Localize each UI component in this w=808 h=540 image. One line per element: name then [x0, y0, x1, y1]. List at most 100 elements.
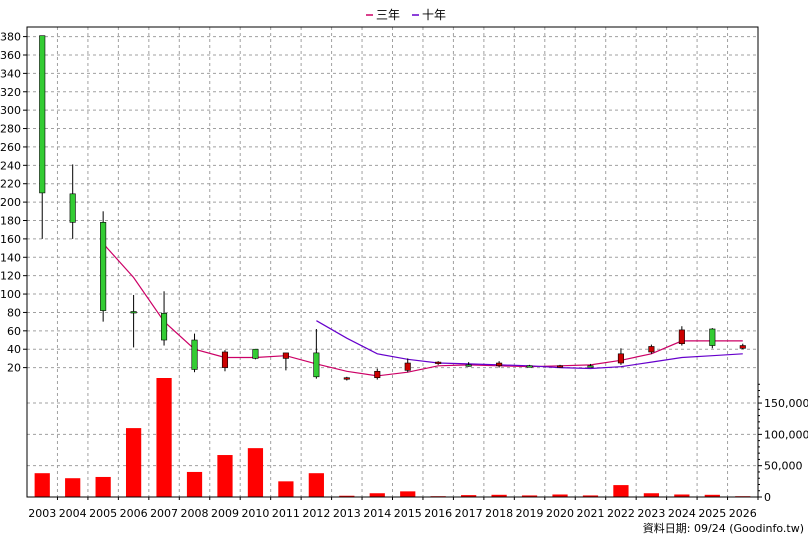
volume-bar [308, 473, 324, 497]
candle-body [587, 365, 594, 368]
x-tick-label: 2006 [120, 507, 148, 520]
x-tick-label: 2017 [455, 507, 483, 520]
candle-body [374, 370, 381, 379]
price-tick-label: 180 [0, 214, 21, 227]
volume-bar [186, 471, 203, 497]
price-tick-label: 260 [0, 141, 21, 154]
price-tick-label: 300 [0, 104, 21, 117]
x-tick-label: 2011 [272, 507, 300, 520]
volume-bar [552, 494, 568, 497]
volume-bar [34, 473, 50, 497]
x-tick-label: 2015 [394, 507, 422, 520]
price-tick-label: 20 [7, 362, 21, 375]
x-tick-label: 2003 [28, 507, 56, 520]
volume-bar [278, 481, 294, 497]
x-tick-label: 2021 [576, 507, 604, 520]
candle-body [252, 348, 259, 359]
price-tick-label: 380 [0, 31, 21, 44]
volume-bar [674, 494, 690, 497]
candle-body [526, 365, 533, 368]
candle-body [130, 311, 137, 314]
x-tick-label: 2018 [485, 507, 513, 520]
plot-frame [26, 26, 759, 498]
x-tick-label: 2024 [668, 507, 696, 520]
x-tick-label: 2014 [363, 507, 391, 520]
price-tick-label: 60 [7, 325, 21, 338]
candle-body [282, 352, 289, 359]
x-tick-label: 2023 [637, 507, 665, 520]
candle-body [313, 352, 320, 378]
x-tick-label: 2005 [89, 507, 117, 520]
candle-body [465, 364, 472, 367]
candle-body [343, 377, 350, 380]
volume-bar [369, 493, 385, 497]
price-tick-label: 120 [0, 270, 21, 283]
candle-body [69, 193, 76, 223]
volume-bars [34, 378, 751, 497]
x-tick-label: 2007 [150, 507, 178, 520]
x-tick-label: 2012 [302, 507, 330, 520]
volume-bar [613, 485, 629, 497]
footer-source: 資料日期: 09/24 (Goodinfo.tw) [643, 521, 804, 535]
candles [39, 35, 746, 381]
x-tick-label: 2009 [211, 507, 239, 520]
x-tick-label: 2004 [59, 507, 87, 520]
candle-body [191, 339, 198, 370]
volume-tick-label: 150,000 [764, 397, 808, 410]
volume-bar [400, 491, 416, 497]
candle-body [556, 365, 564, 368]
candle-body [678, 329, 685, 345]
price-tick-label: 140 [0, 251, 21, 264]
candle-body [496, 362, 503, 367]
volume-bar [65, 478, 81, 497]
candle-body [100, 222, 107, 311]
price-tick-label: 80 [7, 306, 21, 319]
price-tick-label: 220 [0, 178, 21, 191]
candle-body [435, 361, 442, 364]
x-tick-label: 2019 [516, 507, 544, 520]
volume-bar [704, 494, 720, 497]
price-tick-label: 200 [0, 196, 21, 209]
volume-bar [339, 495, 355, 497]
price-tick-label: 340 [0, 67, 21, 80]
x-tick-label: 2016 [424, 507, 452, 520]
series-line [102, 243, 743, 377]
volume-bar [247, 448, 264, 497]
volume-bar [156, 378, 172, 497]
grid [27, 27, 758, 497]
volume-bar [95, 476, 111, 497]
volume-tick-label: 0 [764, 491, 771, 504]
price-tick-label: 280 [0, 123, 21, 136]
volume-tick-label: 50,000 [764, 460, 803, 473]
volume-bar [125, 428, 142, 497]
volume-bar [643, 493, 660, 497]
price-tick-label: 160 [0, 233, 21, 246]
x-tick-label: 2020 [546, 507, 574, 520]
legend-label-10y: 十年 [422, 8, 446, 22]
volume-tick-label: 100,000 [764, 428, 808, 441]
candle-body [221, 351, 229, 368]
volume-bar [491, 494, 507, 497]
x-tick-label: 2008 [181, 507, 209, 520]
candle-body [648, 346, 655, 353]
candle-body [709, 328, 716, 346]
candle-body [739, 345, 746, 349]
x-axis: 2003 2004 2005 2006 2007 2008 2009 2010 2011 2012… [27, 496, 759, 520]
price-tick-label: 40 [7, 343, 21, 356]
candle-body [617, 353, 624, 364]
price-tick-label: 320 [0, 86, 21, 99]
x-tick-label: 2013 [333, 507, 361, 520]
x-tick-label: 2025 [698, 507, 726, 520]
price-tick-label: 100 [0, 288, 21, 301]
candle-body [161, 313, 168, 341]
legend: 三年 十年 [366, 8, 446, 22]
volume-bar [521, 495, 538, 497]
x-tick-label: 2022 [607, 507, 635, 520]
price-axis: 20 40 60 80 100 120 140 160 180 200 220 240 260 280 30… [0, 27, 28, 386]
price-tick-label: 360 [0, 49, 21, 62]
volume-bar [461, 495, 477, 497]
x-tick-label: 2010 [241, 507, 269, 520]
candle-body [404, 362, 411, 371]
